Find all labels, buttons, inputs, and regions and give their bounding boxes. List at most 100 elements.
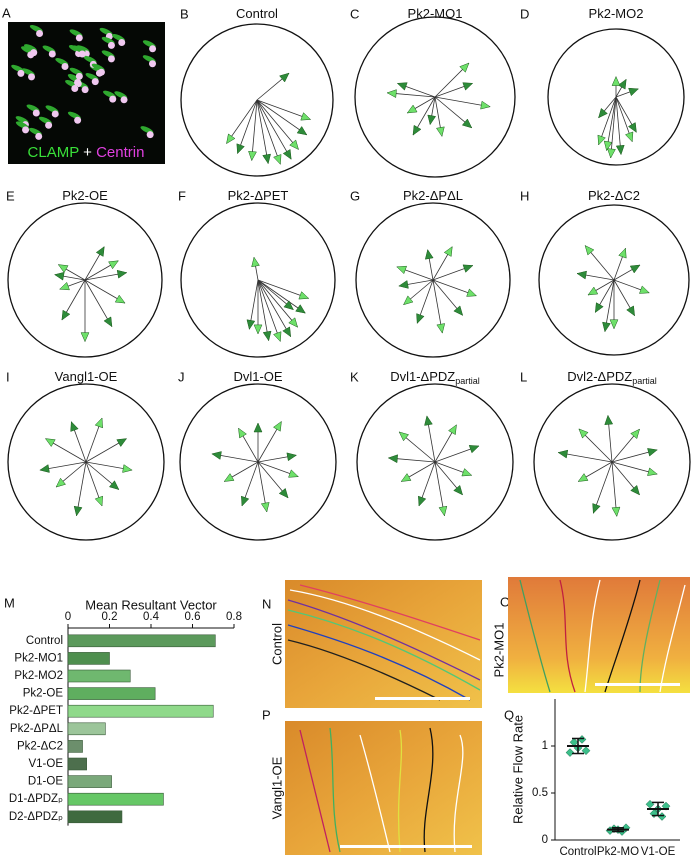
y-tick-label: D1-ΔPDZₚ: [9, 793, 63, 805]
panel-letter: P: [262, 707, 271, 722]
arrow-head: [436, 323, 446, 334]
data-point: [577, 735, 587, 744]
vector-arrow: [70, 421, 87, 463]
basal-body: [30, 49, 38, 57]
y-tick-label: Pk2-ΔC2: [17, 740, 63, 752]
plot-frame: [533, 383, 691, 541]
basal-body: [17, 69, 25, 77]
photo-label: Pk2-MO1: [491, 623, 506, 678]
vector-arrow: [85, 461, 103, 507]
arrow-head: [436, 126, 445, 137]
title-text: Pk2-MO2: [589, 6, 644, 21]
arrow-shaft: [610, 96, 617, 159]
vector-arrow: [85, 417, 103, 463]
y-tick-label: D2-ΔPDZₚ: [9, 811, 63, 823]
micrograph-dots: [11, 24, 157, 140]
title-text: Dvl1-ΔPDZ: [390, 369, 455, 384]
arrow-head: [609, 319, 619, 330]
title-text: Pk2-ΔPET: [228, 188, 289, 203]
vector-arrow: [257, 461, 270, 513]
arrow-shaft: [257, 279, 306, 314]
arrow-head: [296, 125, 308, 136]
arrow-head: [262, 330, 272, 342]
bar: [67, 687, 156, 700]
basal-body: [97, 68, 105, 76]
vector-arrow: [427, 96, 437, 126]
arrow-head: [630, 484, 640, 496]
arrow-head: [396, 265, 408, 275]
panel-title: Dvl1-ΔPDZpartial: [390, 369, 480, 386]
basal-body: [51, 110, 59, 118]
arrow-shaft: [256, 99, 311, 120]
basal-body: [107, 41, 115, 49]
vector-arrow: [398, 279, 434, 289]
vector-arrow: [604, 414, 614, 463]
flow-traces: [299, 727, 464, 853]
arrow-head: [466, 288, 477, 297]
vector-arrow: [80, 280, 90, 343]
vector-arrow: [256, 99, 312, 121]
flow-traces: [287, 584, 481, 701]
vector-arrow: [611, 428, 640, 463]
stain-label: +: [83, 144, 92, 161]
vector-arrow: [607, 96, 617, 159]
vector-arrow: [257, 420, 282, 463]
vector-arrow: [434, 96, 445, 137]
arrow-head: [629, 264, 641, 274]
basal-body: [71, 85, 79, 93]
panel-letter: N: [262, 596, 271, 611]
flow-traces: [519, 579, 686, 693]
arrow-head: [253, 422, 263, 433]
panel-letter: G: [350, 188, 360, 203]
vector-arrow: [257, 279, 294, 311]
vector-arrow: [211, 451, 259, 463]
arrow-head: [55, 477, 67, 488]
vector-arrow: [577, 461, 613, 482]
vector-arrow: [403, 279, 434, 306]
vector-arrow: [257, 279, 282, 343]
arrow-head: [403, 295, 414, 306]
arrow-head: [462, 264, 474, 273]
vector-arrow: [432, 279, 464, 316]
x-tick-label: Control: [559, 846, 596, 858]
arrow-shaft: [256, 99, 299, 150]
x-tick-label: 0.8: [226, 611, 242, 623]
arrow-head: [412, 124, 422, 136]
vector-arrow: [246, 279, 259, 330]
bar: [67, 634, 216, 648]
panel-letter: O: [500, 594, 510, 609]
arrow-shaft: [257, 279, 298, 328]
vector-arrow: [434, 461, 473, 477]
vector-arrow: [223, 461, 259, 482]
arrow-head: [611, 75, 621, 86]
plot-frame: [538, 204, 690, 356]
vector-arrow: [256, 99, 292, 160]
y-tick-label: Control: [26, 635, 63, 647]
basal-body: [45, 121, 53, 129]
arrow-head: [647, 448, 658, 457]
panel-title: Pk2-ΔPET: [228, 188, 289, 203]
arrow-head: [618, 247, 627, 259]
title-text: Dvl2-ΔPDZ: [567, 369, 632, 384]
arrow-head: [122, 464, 133, 473]
arrow-head: [211, 451, 222, 460]
vector-arrow: [611, 461, 621, 518]
arrow-head: [94, 417, 103, 429]
vector-arrow: [84, 260, 119, 281]
vector-arrow: [613, 264, 641, 281]
arrow-head: [286, 452, 298, 462]
plot-frame: [180, 23, 334, 177]
stain-legend: CLAMP + Centrin: [28, 144, 145, 161]
arrow-head: [400, 473, 412, 482]
vector-arrow: [603, 96, 617, 152]
vector-arrow: [594, 279, 615, 314]
arrow-head: [246, 319, 256, 330]
panel-title: Dvl1-OE: [233, 369, 282, 384]
title-text: Dvl1-OE: [233, 369, 282, 384]
vector-arrow: [424, 249, 434, 281]
vector-arrow: [613, 279, 635, 317]
y-tick-label: Pk2-MO1: [14, 652, 63, 664]
vector-arrow: [236, 99, 258, 155]
arrow-head: [387, 454, 398, 464]
